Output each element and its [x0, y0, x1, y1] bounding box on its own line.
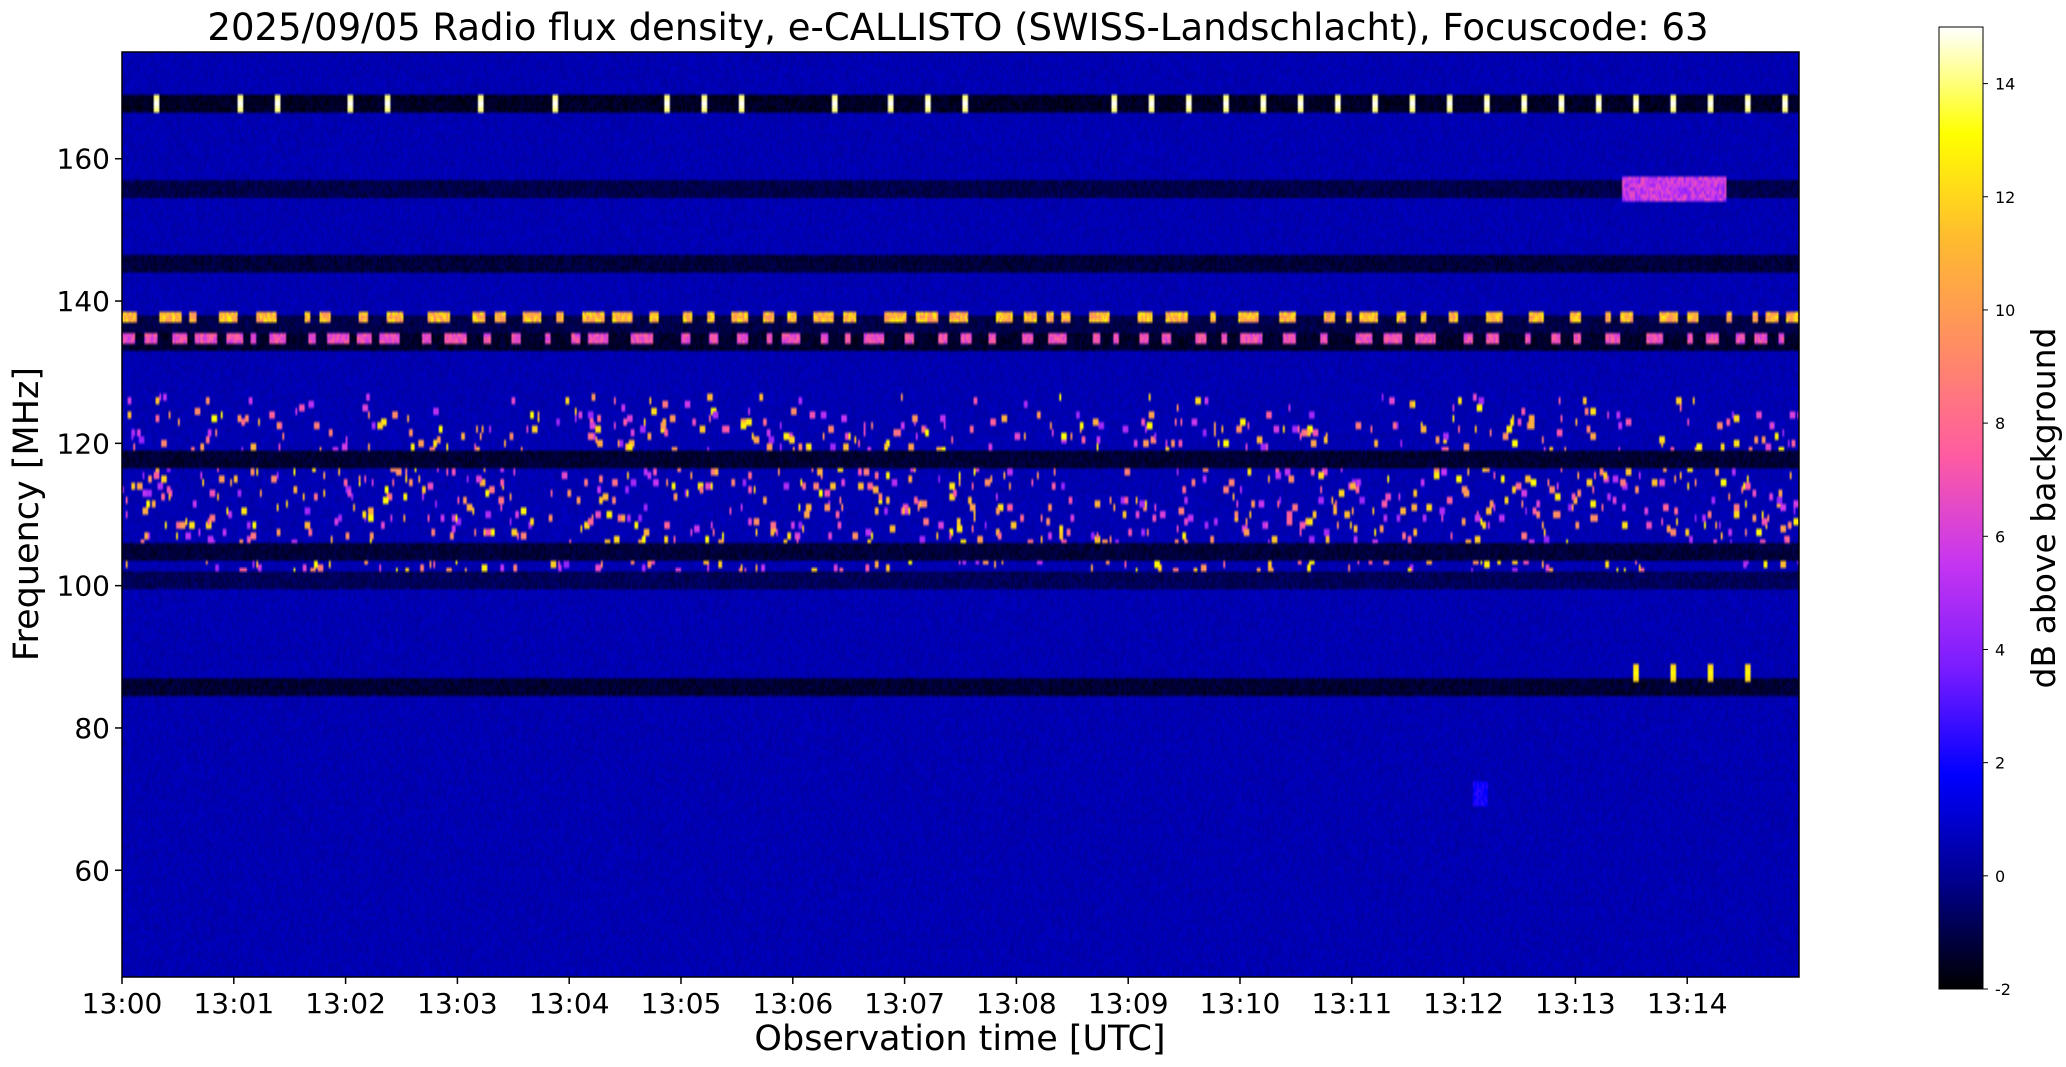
colorbar-tick-label: 8 [1995, 414, 2005, 433]
chart-title: 2025/09/05 Radio flux density, e-CALLIST… [207, 6, 1708, 49]
x-axis-ticks: 13:00 13:01 13:02 13:03 13:04 13:05 13:06 13:07… [82, 977, 1728, 1020]
plot-frame [121, 51, 1800, 978]
x-tick-label: 13:00 [82, 987, 163, 1020]
colorbar-tick-label: 12 [1995, 188, 2015, 207]
x-tick-label: 13:06 [752, 987, 833, 1020]
colorbar-tick-label: -2 [1995, 980, 2011, 999]
colorbar-tick-label: 6 [1995, 527, 2005, 546]
x-tick-label: 13:14 [1647, 987, 1728, 1020]
y-tick-label: 160 [57, 143, 110, 176]
colorbar-tick-label: 2 [1995, 754, 2005, 773]
x-tick-label: 13:02 [305, 987, 386, 1020]
x-tick-label: 13:07 [864, 987, 945, 1020]
y-tick-label: 120 [57, 427, 110, 460]
y-tick-label: 60 [74, 854, 110, 887]
spectrogram-image [122, 52, 1799, 977]
colorbar-ticks: -2 0 2 4 6 8 10 12 14 [1983, 75, 2015, 999]
x-tick-label: 13:03 [417, 987, 498, 1020]
y-tick-label: 80 [74, 712, 110, 745]
x-tick-label: 13:12 [1423, 987, 1504, 1020]
y-axis-ticks: 60 80 100 120 140 160 [57, 143, 122, 887]
x-tick-label: 13:05 [641, 987, 722, 1020]
x-tick-label: 13:10 [1200, 987, 1281, 1020]
colorbar-tick-label: 0 [1995, 867, 2005, 886]
colorbar-tick-label: 14 [1995, 75, 2015, 94]
colorbar-tick-label: 10 [1995, 301, 2015, 320]
y-tick-label: 140 [57, 285, 110, 318]
y-axis-label: Frequency [MHz] [7, 367, 47, 661]
y-tick-label: 100 [57, 570, 110, 603]
colorbar-tick-label: 4 [1995, 640, 2005, 659]
x-tick-label: 13:09 [1088, 987, 1169, 1020]
x-tick-label: 13:13 [1535, 987, 1616, 1020]
x-tick-label: 13:08 [976, 987, 1057, 1020]
colorbar [1938, 26, 1984, 990]
x-axis-label: Observation time [UTC] [754, 1019, 1165, 1059]
colorbar-label: dB above background [2024, 328, 2063, 689]
x-tick-label: 13:11 [1311, 987, 1392, 1020]
x-tick-label: 13:04 [529, 987, 610, 1020]
x-tick-label: 13:01 [193, 987, 274, 1020]
